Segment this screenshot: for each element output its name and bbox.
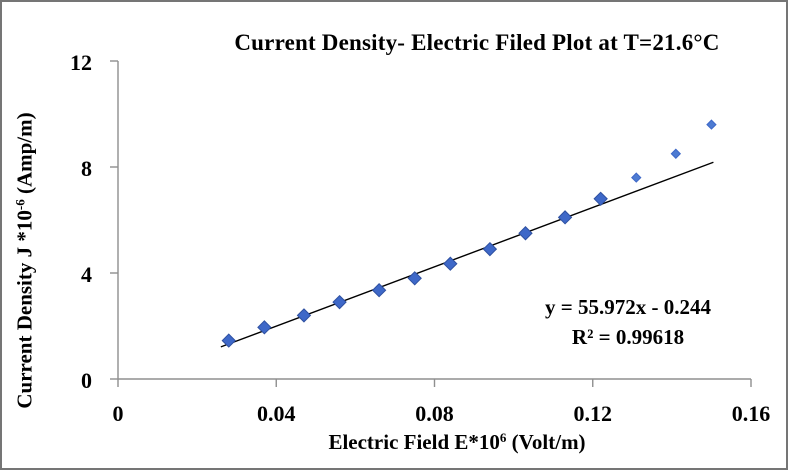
data-point-diamond bbox=[407, 271, 422, 286]
y-tick-label: 8 bbox=[81, 156, 92, 181]
data-point-diamond bbox=[482, 241, 498, 257]
y-axis-title-exponent: -6 bbox=[12, 198, 28, 210]
trendline-equation: y = 55.972x - 0.244 bbox=[545, 295, 711, 319]
x-tick-label: 0.04 bbox=[257, 401, 296, 426]
data-point-diamond bbox=[332, 294, 347, 310]
data-point-diamond bbox=[296, 308, 312, 323]
y-tick-label: 0 bbox=[81, 368, 92, 393]
x-tick-label: 0.12 bbox=[574, 401, 613, 426]
data-point-diamond bbox=[257, 320, 272, 335]
x-axis-title-units: (Volt/m) bbox=[506, 430, 586, 454]
data-point-diamond bbox=[518, 226, 533, 241]
x-tick-label: 0.08 bbox=[415, 401, 454, 426]
data-point-diamond bbox=[443, 256, 458, 271]
data-point-diamond bbox=[631, 172, 642, 183]
y-tick-label: 12 bbox=[70, 50, 92, 75]
trendline-annotation: y = 55.972x - 0.244 R² = 0.99618 bbox=[518, 292, 738, 352]
x-tick-label: 0 bbox=[113, 401, 124, 426]
y-axis-title: Current Density J *10-6 (Amp/m) bbox=[2, 74, 48, 446]
data-point-diamond bbox=[221, 333, 236, 348]
trendline-r-squared: R² = 0.99618 bbox=[571, 325, 685, 349]
data-point-diamond bbox=[706, 119, 717, 130]
data-point-diamond bbox=[371, 283, 387, 298]
y-tick-label: 4 bbox=[81, 262, 92, 287]
y-axis-title-units: (Amp/m) bbox=[12, 111, 37, 199]
x-axis-title: Electric Field E*106 (Volt/m) bbox=[118, 429, 786, 455]
data-point-diamond bbox=[593, 191, 608, 207]
data-point-diamond bbox=[557, 210, 573, 225]
x-tick-label: 0.16 bbox=[732, 401, 771, 426]
x-axis-title-exponent: 6 bbox=[499, 429, 507, 445]
data-point-diamond bbox=[670, 148, 682, 159]
y-axis-title-text: Current Density J *10 bbox=[12, 209, 37, 409]
x-axis-title-text: Electric Field E*10 bbox=[328, 430, 500, 454]
chart-title: Current Density- Electric Filed Plot at … bbox=[234, 30, 720, 55]
